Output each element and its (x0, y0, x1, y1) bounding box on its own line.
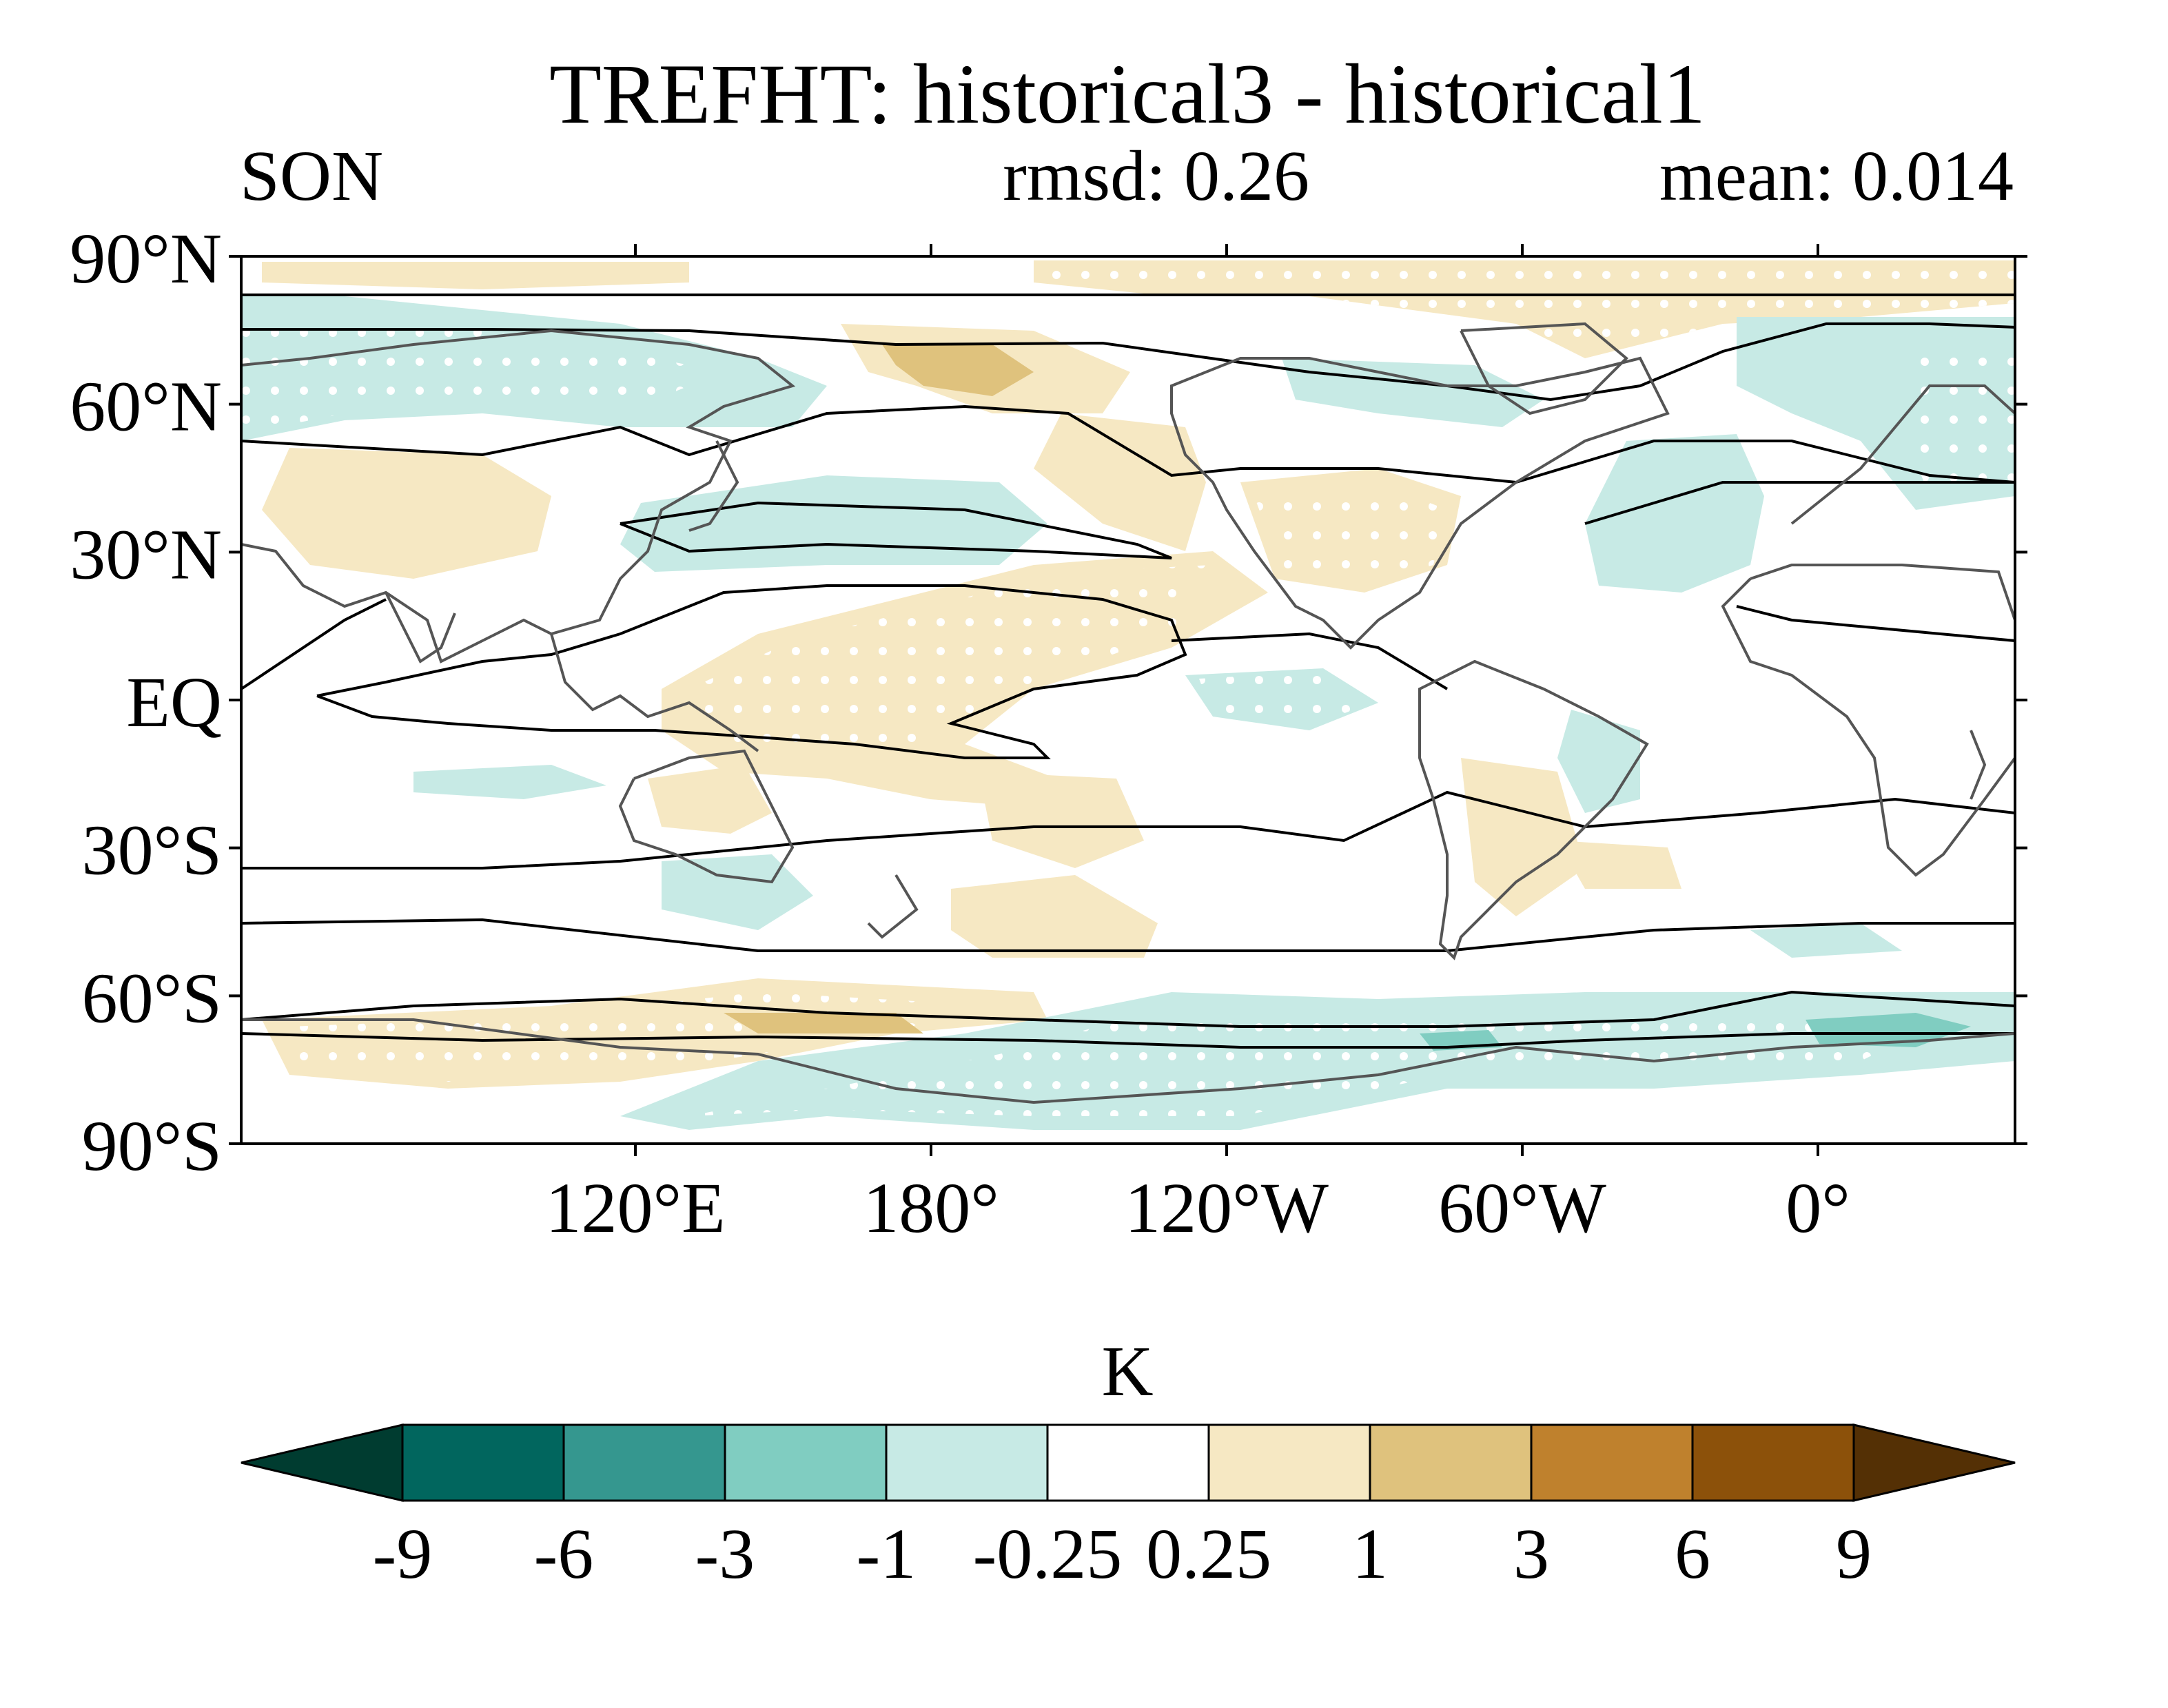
stipple-europe (1902, 344, 2015, 496)
coast-australia (618, 749, 795, 884)
lon-label: 120°E (545, 1169, 725, 1248)
coast-africa (1721, 564, 2015, 877)
colorbar-level-label: 6 (1675, 1514, 1710, 1594)
coast-greenland (1460, 322, 1628, 415)
colorbar-box (401, 1423, 565, 1502)
colorbar-labels: -9 -6 -3 -1 -0.25 0.25 1 3 6 9 (373, 1514, 1872, 1594)
colorbar-boxes (241, 1423, 2016, 1502)
colorbar-level-label: -3 (695, 1514, 755, 1594)
lon-label: 180° (863, 1169, 999, 1248)
colorbar-box (1530, 1423, 1694, 1502)
contour-line (620, 501, 1172, 559)
rmsd-label: rmsd: 0.26 (1003, 136, 1309, 216)
coast-madagascar (1970, 730, 1987, 800)
mean-label: mean: 0.014 (1659, 136, 2014, 216)
stipple-tropical-east-pacific (1199, 672, 1371, 727)
colorbar-extend-low (241, 1423, 404, 1502)
warm-region-north-pacific (1034, 413, 1206, 551)
map-title: TREFHT: historical3 - historical1 (549, 47, 1706, 141)
lat-label: 60°S (82, 958, 222, 1038)
stipple-arctic-east (1034, 260, 2015, 358)
colorbar-level-label: 3 (1513, 1514, 1549, 1594)
warm-region-east-pacific (979, 772, 1144, 868)
colorbar-box (724, 1423, 888, 1502)
colorbar-box (1046, 1423, 1210, 1502)
coast-europe (1790, 384, 2015, 525)
colorbar-extend-high (1852, 1423, 2016, 1502)
climatology-contours (241, 294, 2015, 1049)
lon-label: 120°W (1125, 1169, 1329, 1248)
coastlines (241, 322, 2015, 1104)
warm-region-arctic-west (262, 262, 689, 289)
warm-region-south-pacific (951, 875, 1158, 958)
lon-label: 0° (1786, 1169, 1850, 1248)
coast-antarctica (241, 1018, 2015, 1104)
contour-line (241, 404, 2015, 484)
latitude-ticks: 90°N 60°N 30°N EQ 30°S 60°S 90°S (70, 219, 2027, 1186)
colorbar-level-label: 0.25 (1146, 1514, 1271, 1594)
stipple-north-america (1254, 482, 1447, 586)
colorbar-box (885, 1423, 1049, 1502)
contour-line (241, 990, 2015, 1028)
colorbar-box (1691, 1423, 1855, 1502)
longitude-ticks: 120°E 180° 120°W 60°W 0° (545, 244, 1850, 1248)
contour-line (241, 918, 2015, 952)
contour-line (316, 584, 1187, 759)
lat-label: 90°N (70, 219, 222, 298)
colorbar-box (1207, 1423, 1371, 1502)
lat-label: 90°S (82, 1107, 222, 1186)
warm-region-central-asia (262, 448, 551, 579)
contour-line (241, 1032, 2015, 1049)
warm-region-south-atlantic (1557, 841, 1681, 889)
stipple-siberia (241, 317, 724, 434)
colorbar-level-label: -9 (373, 1514, 433, 1594)
colorbar-level-label: -1 (857, 1514, 917, 1594)
colorbar-unit: K (1101, 1332, 1153, 1411)
colorbar-level-label: 9 (1836, 1514, 1872, 1594)
anomaly-field (241, 260, 2015, 1130)
warm-region-australia (648, 765, 772, 834)
lat-label: EQ (126, 663, 222, 742)
coast-southeast-asia (550, 633, 759, 752)
contour-line (241, 790, 2015, 870)
warm-core-southern-ocean (724, 1013, 923, 1033)
lat-label: 30°S (82, 811, 222, 890)
cool-region-north-atlantic (1585, 434, 1764, 593)
cool-region-indian-ocean (413, 765, 606, 799)
colorbar-box (1369, 1423, 1533, 1502)
lat-label: 30°N (70, 515, 222, 594)
season-label: SON (240, 136, 383, 216)
colorbar: K -9 -6 -3 -1 -0.25 0.25 1 3 6 9 (241, 1332, 2016, 1594)
cool-region-south-africa (1750, 923, 1902, 958)
colorbar-box (562, 1423, 726, 1502)
warm-region-south-america (1461, 758, 1585, 916)
colorbar-level-label: -6 (534, 1514, 594, 1594)
coast-india (385, 592, 456, 663)
lat-label: 60°N (70, 367, 222, 446)
coast-japan (688, 440, 739, 532)
colorbar-level-label: 1 (1352, 1514, 1388, 1594)
stipple-tropical-pacific (689, 565, 1213, 758)
coast-north-america (1170, 356, 1670, 650)
coast-new-zealand (867, 874, 919, 939)
contour-line (1584, 481, 2015, 525)
contour-line (241, 598, 387, 690)
warm-core-bering (882, 344, 1034, 396)
cool-core-antarctic (1806, 1013, 1971, 1047)
lon-label: 60°W (1438, 1169, 1606, 1248)
colorbar-level-label: -0.25 (973, 1514, 1123, 1594)
coast-south-america (1418, 659, 1649, 960)
stipple-antarctic (689, 1006, 1971, 1116)
contour-line (1736, 605, 2015, 642)
cool-region-south-australia (662, 854, 813, 930)
